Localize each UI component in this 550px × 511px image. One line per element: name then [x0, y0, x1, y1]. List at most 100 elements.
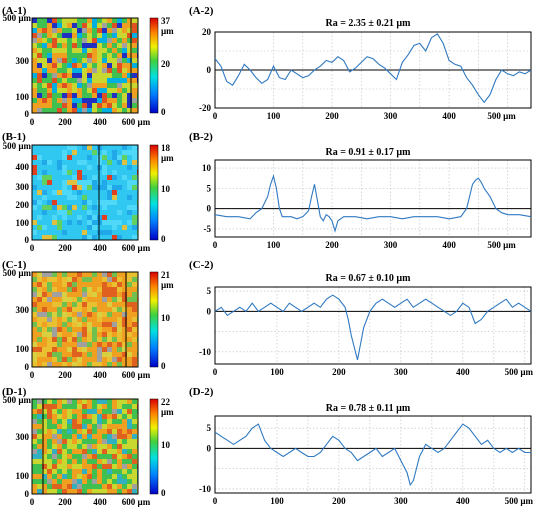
heatmap-cell	[67, 307, 72, 312]
heatmap-cell	[77, 190, 82, 195]
heatmap-cell	[42, 83, 47, 88]
heatmap-cell	[67, 103, 72, 108]
heatmap-cell	[132, 78, 137, 83]
heatmap-cell	[32, 18, 37, 23]
heatmap-cell	[32, 404, 37, 409]
heatmap-cell	[132, 434, 137, 439]
heatmap-cell	[72, 484, 77, 489]
heatmap-cell	[62, 58, 67, 63]
heatmap-cell	[32, 165, 37, 170]
profile-xtick: 500 µm	[487, 240, 516, 250]
heatmap-cell	[42, 404, 47, 409]
heatmap-cell	[52, 464, 57, 469]
heatmap-cell	[107, 439, 112, 444]
heatmap-cell	[72, 347, 77, 352]
heatmap-cell	[57, 103, 62, 108]
heatmap-cell	[117, 337, 122, 342]
heatmap-cell	[117, 165, 122, 170]
heatmap-cell	[112, 103, 117, 108]
heatmap-panel-c1: (C-1) 500 µm 300 100 0 0 200 400 600 µm …	[2, 259, 174, 380]
heatmap-cell	[102, 439, 107, 444]
heatmap-cell	[77, 347, 82, 352]
heatmap-cell	[67, 404, 72, 409]
heatmap-cell	[102, 98, 107, 103]
heatmap-cell	[132, 73, 137, 78]
heatmap-cell	[87, 434, 92, 439]
heatmap-cell	[82, 302, 87, 307]
heatmap-cell	[52, 449, 57, 454]
heatmap-cell	[37, 272, 42, 277]
heatmap-cell	[122, 322, 127, 327]
heatmap-cell	[32, 272, 37, 277]
heatmap-cell	[47, 409, 52, 414]
heatmap-cell	[117, 98, 122, 103]
heatmap-cell	[102, 18, 107, 23]
heatmap-cell	[107, 347, 112, 352]
heatmap-cell	[67, 322, 72, 327]
heatmap-cell	[107, 414, 112, 419]
heatmap-b1-ytick: 100	[16, 218, 30, 228]
heatmap-cell	[92, 33, 97, 38]
heatmap-cell	[107, 287, 112, 292]
heatmap-cell	[97, 43, 102, 48]
heatmap-cell	[87, 449, 92, 454]
heatmap-cell	[132, 332, 137, 337]
heatmap-cell	[72, 73, 77, 78]
heatmap-cell	[57, 18, 62, 23]
heatmap-cell	[87, 150, 92, 155]
heatmap-cell	[47, 347, 52, 352]
heatmap-cell	[122, 327, 127, 332]
heatmap-cell	[107, 464, 112, 469]
heatmap-cell	[112, 63, 117, 68]
heatmap-cell	[82, 235, 87, 240]
heatmap-cell	[47, 312, 52, 317]
heatmap-cell	[107, 322, 112, 327]
heatmap-cell	[82, 297, 87, 302]
heatmap-cell	[37, 200, 42, 205]
heatmap-c1-surface	[32, 272, 138, 367]
heatmap-cell	[122, 108, 127, 113]
heatmap-cell	[102, 230, 107, 235]
heatmap-cell	[107, 83, 112, 88]
heatmap-cell	[62, 68, 67, 73]
heatmap-cell	[42, 434, 47, 439]
heatmap-cell	[97, 419, 102, 424]
heatmap-cell	[82, 469, 87, 474]
heatmap-cell	[82, 220, 87, 225]
heatmap-cell	[117, 292, 122, 297]
heatmap-cell	[37, 357, 42, 362]
colorbar-a1-unit: µm	[161, 26, 174, 36]
heatmap-cell	[82, 312, 87, 317]
heatmap-cell	[77, 230, 82, 235]
heatmap-cell	[102, 419, 107, 424]
heatmap-cell	[57, 419, 62, 424]
heatmap-cell	[37, 225, 42, 230]
heatmap-cell	[87, 287, 92, 292]
heatmap-cell	[42, 357, 47, 362]
heatmap-cell	[127, 185, 132, 190]
heatmap-cell	[82, 180, 87, 185]
heatmap-cell	[92, 108, 97, 113]
heatmap-cell	[127, 444, 132, 449]
heatmap-cell	[87, 58, 92, 63]
heatmap-cell	[107, 459, 112, 464]
heatmap-cell	[37, 404, 42, 409]
heatmap-cell	[67, 83, 72, 88]
heatmap-cell	[117, 185, 122, 190]
heatmap-cell	[112, 220, 117, 225]
heatmap-cell	[67, 78, 72, 83]
heatmap-cell	[72, 489, 77, 494]
heatmap-cell	[42, 225, 47, 230]
heatmap-cell	[107, 145, 112, 150]
heatmap-cell	[97, 317, 102, 322]
heatmap-cell	[52, 103, 57, 108]
heatmap-cell	[47, 63, 52, 68]
heatmap-cell	[57, 48, 62, 53]
heatmap-cell	[112, 292, 117, 297]
heatmap-cell	[97, 362, 102, 367]
heatmap-cell	[117, 484, 122, 489]
heatmap-cell	[87, 312, 92, 317]
heatmap-cell	[37, 342, 42, 347]
profile-xtick: 500 µm	[505, 367, 534, 377]
